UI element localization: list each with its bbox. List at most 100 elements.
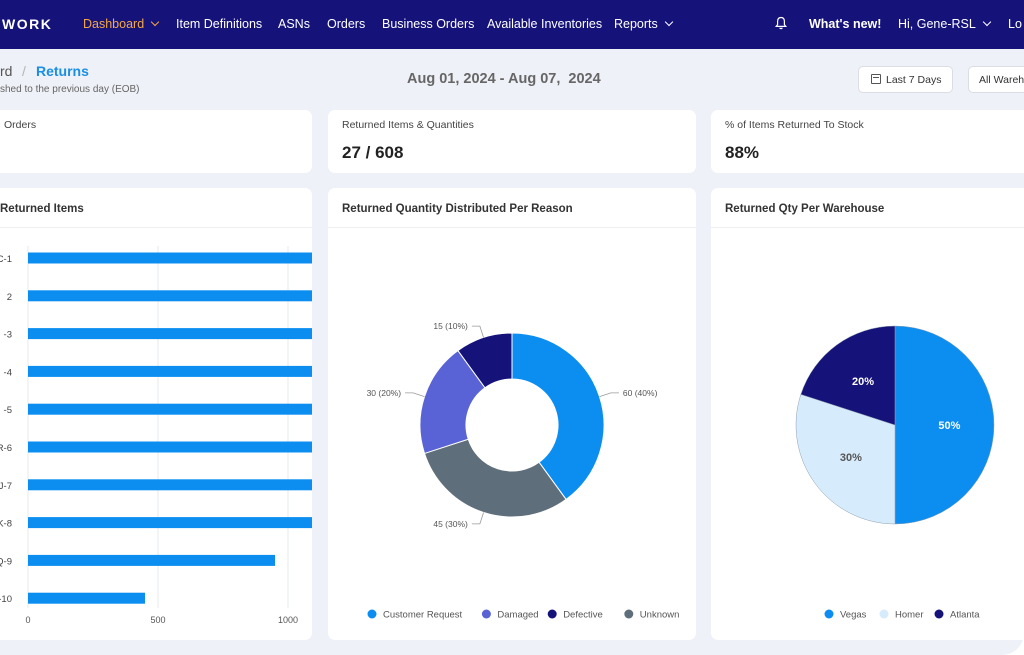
y-tick-label: J-7: [0, 481, 12, 492]
bar: [28, 554, 275, 566]
legend-marker: [367, 609, 377, 619]
donut-slice: [457, 332, 513, 389]
date-filter-label: Last 7 Days: [886, 74, 942, 86]
bar: [28, 252, 312, 264]
leader-line: [471, 325, 484, 338]
returned-per-warehouse-card: Returned Qty Per Warehouse 50% 30% 20% Vega…: [711, 188, 1024, 640]
nav-reports-label: Reports: [614, 17, 658, 31]
bar: [28, 328, 312, 340]
nav-dashboard-label: Dashboard: [83, 17, 145, 31]
legend-label: Customer Request: [383, 610, 463, 621]
card-divider: [328, 227, 696, 228]
chevron-down-icon: [150, 17, 160, 27]
data-label: 30%: [840, 452, 862, 464]
legend-label: Vegas: [840, 610, 867, 621]
y-tick-label: -10: [0, 594, 12, 605]
card-divider: [711, 227, 1024, 228]
returned-items-bar-chart: 0500100015002000C-12-3-4-5R-6J-7K-8Q-9-1…: [0, 246, 312, 625]
data-label: 15 (10%): [433, 321, 468, 331]
legend-marker: [879, 609, 889, 619]
leader-line: [405, 392, 425, 397]
card-title: Returned Qty Per Warehouse: [725, 203, 885, 215]
refresh-note: shed to the previous day (EOB): [0, 84, 140, 95]
bar: [28, 403, 312, 415]
returned-items-card: Returned Items 0500100015002000C-12-3-4-…: [0, 188, 312, 640]
y-tick-label: C-1: [0, 254, 12, 265]
x-tick-label: 500: [150, 615, 165, 625]
pie-slice: [894, 325, 995, 525]
donut-slice: [511, 332, 605, 501]
chevron-down-icon: [982, 17, 992, 27]
date-filter-button[interactable]: Last 7 Days: [858, 66, 953, 93]
nav-orders[interactable]: Orders: [327, 17, 366, 31]
legend-label: Atlanta: [950, 610, 980, 621]
kpi-value: 27 / 608: [342, 143, 404, 162]
chevron-down-icon: [664, 17, 674, 27]
nav-asns[interactable]: ASNs: [278, 17, 310, 31]
logout-link[interactable]: Lo: [1008, 17, 1022, 31]
bar: [28, 517, 312, 529]
brand-logo[interactable]: WORK: [2, 16, 53, 32]
returned-per-reason-card: Returned Quantity Distributed Per Reason…: [328, 188, 696, 640]
data-label: 20%: [852, 376, 874, 388]
bell-icon[interactable]: [775, 16, 787, 30]
data-label: 30 (20%): [367, 388, 402, 398]
legend-label: Unknown: [640, 610, 680, 621]
nav-item-definitions[interactable]: Item Definitions: [176, 17, 263, 31]
kpi-label: Orders: [4, 119, 37, 131]
y-tick-label: -5: [4, 405, 12, 416]
user-greeting: Hi, Gene-RSL: [898, 17, 976, 31]
top-nav: WORK Dashboard Item Definitions ASNs Ord…: [0, 0, 1024, 49]
nav-available-inventories[interactable]: Available Inventories: [487, 17, 603, 31]
legend-label: Damaged: [497, 610, 538, 621]
data-label: 60 (40%): [623, 388, 658, 398]
breadcrumb-returns: Returns: [36, 63, 89, 79]
kpi-returned-items-card: Returned Items & Quantities 27 / 608: [328, 110, 696, 173]
bar: [28, 592, 145, 604]
nav-business-orders[interactable]: Business Orders: [382, 17, 475, 31]
kpi-label: Returned Items & Quantities: [342, 119, 474, 131]
card-title: Returned Quantity Distributed Per Reason: [342, 203, 573, 215]
kpi-label: % of Items Returned To Stock: [725, 119, 864, 131]
nav-reports[interactable]: Reports: [614, 17, 674, 31]
warehouse-filter-button[interactable]: All Wareh: [968, 66, 1024, 93]
y-tick-label: Q-9: [0, 556, 12, 567]
kpi-returned-to-stock-card: % of Items Returned To Stock 88%: [711, 110, 1024, 173]
returned-per-reason-donut-chart: 60 (40%) 45 (30%) 30 (20%) 15 (10%) Customer…: [367, 321, 680, 621]
nav-dashboard[interactable]: Dashboard: [83, 17, 160, 31]
pie-slice: [800, 325, 896, 426]
y-tick-label: R-6: [0, 443, 12, 454]
data-label: 50%: [938, 420, 960, 432]
legend-label: Homer: [895, 610, 924, 621]
leader-line: [599, 392, 619, 397]
legend-marker: [547, 609, 557, 619]
donut-slice: [423, 438, 567, 518]
card-title: Returned Items: [0, 203, 84, 215]
y-tick-label: 2: [7, 292, 12, 303]
legend-marker: [824, 609, 834, 619]
kpi-value: 88%: [725, 143, 760, 162]
x-tick-label: 0: [25, 615, 30, 625]
breadcrumb-dashboard[interactable]: rd: [0, 63, 13, 79]
legend-label: Defective: [563, 610, 603, 621]
x-tick-label: 1000: [278, 615, 298, 625]
returned-per-warehouse-pie-chart: 50% 30% 20% Vegas Homer Atlanta: [795, 325, 995, 621]
whats-new-link[interactable]: What's new!: [809, 17, 882, 31]
leader-line: [471, 512, 484, 525]
y-tick-label: -4: [4, 367, 12, 378]
bar: [28, 479, 312, 491]
user-menu[interactable]: Hi, Gene-RSL: [898, 17, 992, 31]
breadcrumb-separator: /: [22, 63, 26, 79]
bar: [28, 365, 312, 377]
card-divider: [0, 227, 312, 228]
date-range: Aug 01, 2024 - Aug 07, 2024: [407, 71, 601, 87]
legend-marker: [481, 609, 491, 619]
bar: [28, 290, 312, 302]
pie-slice: [795, 394, 896, 525]
data-label: 45 (30%): [433, 519, 468, 529]
legend-marker: [624, 609, 634, 619]
kpi-orders-card: Orders: [0, 110, 312, 173]
legend-marker: [934, 609, 944, 619]
y-tick-label: K-8: [0, 519, 12, 530]
